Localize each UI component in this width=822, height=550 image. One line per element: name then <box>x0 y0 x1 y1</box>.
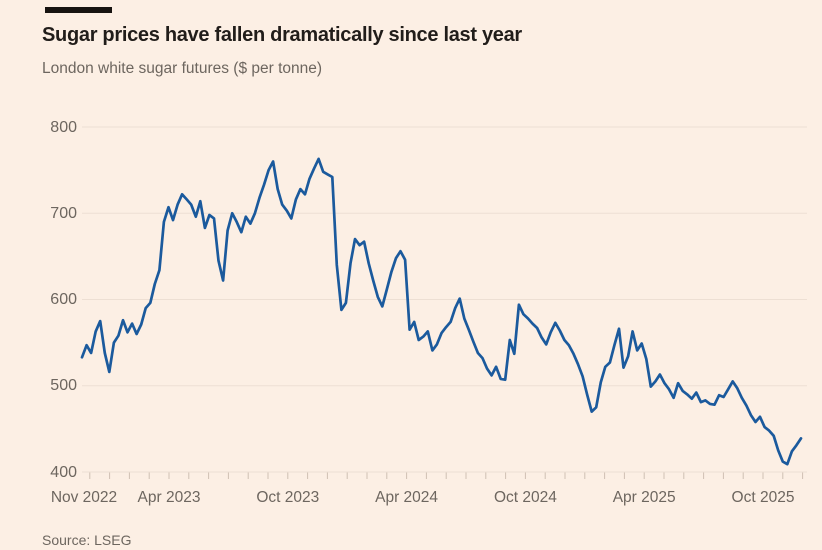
x-axis-label: Oct 2024 <box>493 489 557 506</box>
x-axis-label: Apr 2023 <box>137 489 201 506</box>
x-axis-label: Apr 2024 <box>375 489 439 506</box>
y-axis-label: 400 <box>50 463 77 481</box>
x-axis-label: Apr 2025 <box>612 489 676 506</box>
x-axis-label: Oct 2025 <box>731 489 795 506</box>
chart-title: Sugar prices have fallen dramatically si… <box>42 24 522 46</box>
y-axis-label: 800 <box>50 118 77 136</box>
brand-accent-bar <box>45 7 112 13</box>
x-axis-label: Oct 2023 <box>256 489 320 506</box>
y-gridlines <box>82 126 807 473</box>
x-axis-ticks <box>89 472 804 479</box>
y-axis-label: 600 <box>50 291 77 308</box>
source-note: Source: LSEG <box>42 532 132 548</box>
chart-subtitle: London white sugar futures ($ per tonne) <box>42 60 323 77</box>
y-axis-label: 500 <box>50 377 77 395</box>
price-line <box>80 157 803 466</box>
x-axis-label: Nov 2022 <box>50 489 118 506</box>
y-axis-label: 700 <box>50 204 77 222</box>
